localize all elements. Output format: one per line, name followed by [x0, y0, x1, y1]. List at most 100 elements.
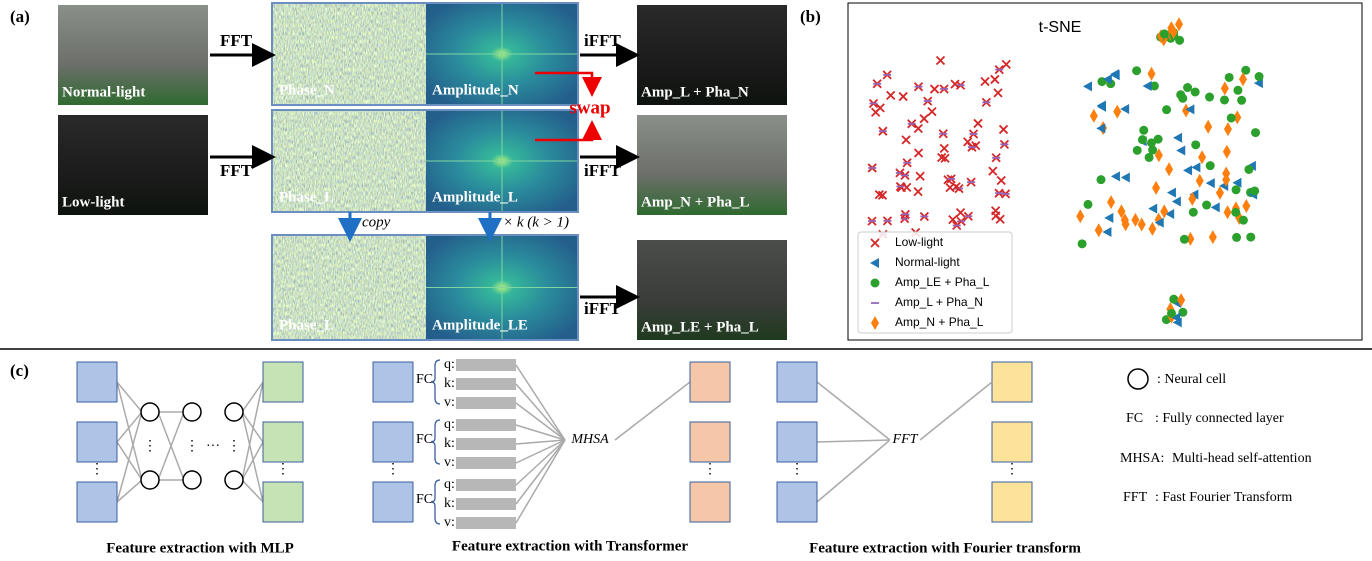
tsne-point: [1225, 73, 1234, 82]
tsne-point: [1232, 185, 1241, 194]
ellipsis: ⋮: [90, 462, 104, 477]
feature-block: [690, 422, 730, 462]
panel-label: (b): [800, 7, 821, 26]
glossary-desc: : Neural cell: [1157, 372, 1226, 387]
connection: [516, 440, 565, 485]
feature-block: [77, 362, 117, 402]
feature-block: [992, 362, 1032, 402]
tsne-point: [1183, 83, 1192, 92]
token-bar: [456, 378, 516, 390]
tsne-point: [1206, 161, 1215, 170]
tsne-point: [1180, 235, 1189, 244]
connection: [117, 442, 142, 480]
ifft-label: iFFT: [584, 31, 621, 50]
spectrum-label: Phase_L: [279, 189, 334, 205]
ellipsis: ⋮: [227, 439, 241, 454]
tsne-point: [1244, 165, 1253, 174]
feature-block: [777, 362, 817, 402]
neuron: [141, 471, 159, 489]
tsne-point: [1097, 175, 1106, 184]
tsne-point: [1154, 135, 1163, 144]
connection: [615, 382, 690, 440]
ifft-label: iFFT: [584, 299, 621, 318]
tsne-point: [1169, 295, 1178, 304]
brace: [431, 420, 440, 464]
connection: [817, 440, 890, 502]
fft-label: FFT: [220, 31, 253, 50]
tsne-point: [1078, 239, 1087, 248]
connection: [117, 412, 142, 502]
tsne-point: [1189, 208, 1198, 217]
glossary-desc: : Fast Fourier Transform: [1155, 490, 1292, 505]
legend-marker: [871, 279, 880, 288]
spectrum-label: Phase_L: [279, 317, 334, 333]
ellipsis: ⋮: [790, 462, 804, 477]
connection: [516, 384, 565, 440]
caption: Feature extraction with Fourier transfor…: [809, 540, 1081, 556]
feature-block: [263, 482, 303, 522]
fc-label: FC: [416, 432, 433, 447]
tsne-point: [1191, 140, 1200, 149]
neuron: [183, 471, 201, 489]
ellipsis: ⋮: [1005, 462, 1019, 477]
panel-label: (a): [10, 7, 30, 26]
neuron: [225, 403, 243, 421]
fc-label: FC: [416, 372, 433, 387]
copy-label: copy: [362, 214, 391, 230]
feature-block: [373, 422, 413, 462]
spectrum-label: Amplitude_N: [432, 82, 519, 98]
caption: Feature extraction with MLP: [106, 540, 294, 556]
spectrum-label: Amplitude_L: [432, 189, 518, 205]
image-label: Amp_L + Pha_N: [641, 84, 749, 100]
ellipsis: ⋮: [143, 439, 157, 454]
fft-label: FFT: [892, 432, 919, 447]
tsne-point: [1132, 66, 1141, 75]
feature-block: [777, 482, 817, 522]
tsne-point: [1227, 113, 1236, 122]
tsne-point: [1231, 208, 1240, 217]
token-bar: [456, 438, 516, 450]
feature-block: [77, 482, 117, 522]
image-label: Amp_N + Pha_L: [641, 194, 750, 210]
legend-label: Low-light: [895, 235, 944, 249]
spectrum-label: Phase_N: [279, 82, 335, 98]
tsne-point: [1239, 216, 1248, 225]
tsne-point: [1167, 309, 1176, 318]
fft-label: FFT: [220, 161, 253, 180]
glossary-desc: : Fully connected layer: [1155, 411, 1284, 426]
feature-block: [77, 422, 117, 462]
token-bar: [456, 419, 516, 431]
neuron: [141, 403, 159, 421]
ellipsis: ···: [206, 439, 220, 454]
feature-block: [373, 362, 413, 402]
image-label: Normal-light: [62, 84, 145, 100]
qkv-label: k:: [444, 436, 455, 451]
qkv-label: q:: [444, 357, 455, 372]
token-bar: [456, 498, 516, 510]
tsne-point: [1162, 105, 1171, 114]
ifft-label: iFFT: [584, 161, 621, 180]
image-label: Amp_LE + Pha_L: [641, 319, 759, 335]
glossary-desc: Multi-head self-attention: [1172, 451, 1312, 466]
connection: [516, 403, 565, 440]
feature-block: [992, 482, 1032, 522]
tsne-point: [1250, 186, 1259, 195]
tsne-point: [1191, 87, 1200, 96]
swap-label: swap: [569, 97, 610, 118]
mhsa-label: MHSA: [570, 432, 609, 447]
tsne-point: [1205, 93, 1214, 102]
caption: Feature extraction with Transformer: [452, 538, 689, 554]
tsne-point: [1202, 201, 1211, 210]
token-bar: [456, 457, 516, 469]
tsne-point: [1175, 36, 1184, 45]
brace: [431, 360, 440, 404]
glossary-term: FFT: [1123, 490, 1148, 505]
glossary-term: FC: [1126, 411, 1143, 426]
plot-title: t-SNE: [1039, 19, 1082, 36]
panel-label: (c): [10, 361, 29, 380]
neuron-icon: [1128, 369, 1148, 389]
brace: [431, 480, 440, 524]
glossary-term: MHSA:: [1120, 451, 1164, 466]
tsne-point: [1232, 233, 1241, 242]
token-bar: [456, 397, 516, 409]
